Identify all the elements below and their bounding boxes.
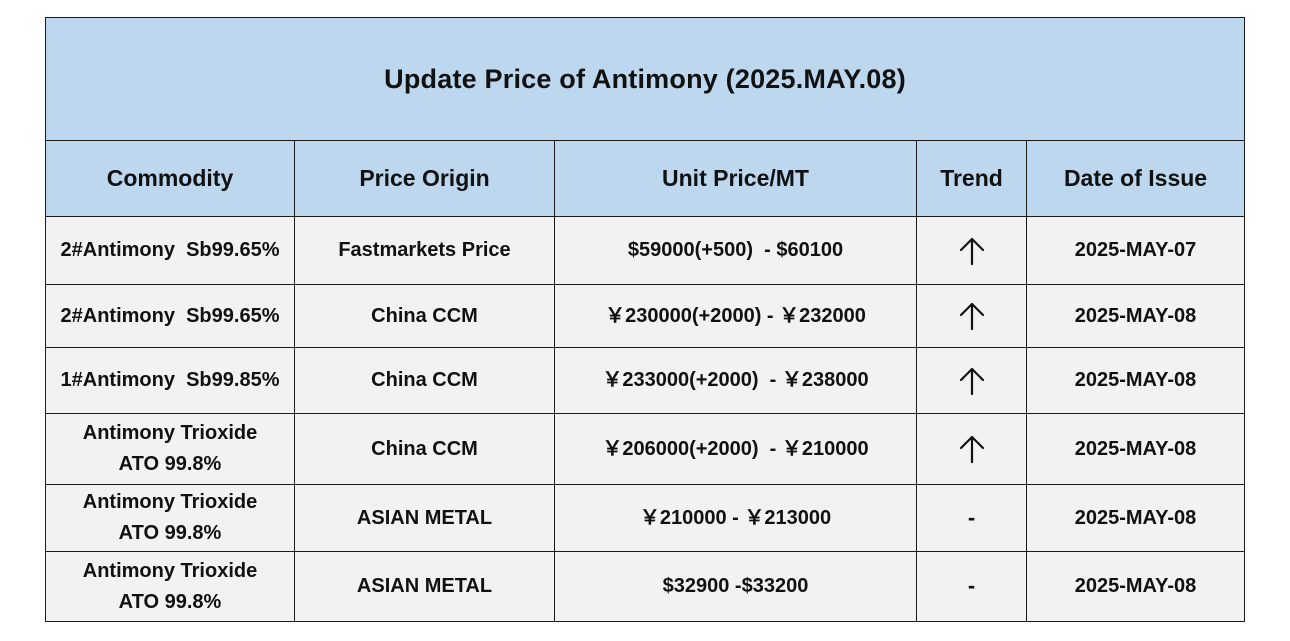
dash-icon: - (967, 573, 976, 598)
table-row: 2#Antimony Sb99.65% China CCM ￥230000(+200… (45, 284, 1246, 348)
arrow-up-icon (921, 236, 1022, 266)
title-row: Update Price of Antimony (2025.MAY.08) (44, 17, 1246, 141)
trend-cell (916, 284, 1027, 348)
column-header-trend: Trend (916, 140, 1027, 217)
price-origin-cell: China CCM (294, 347, 555, 414)
column-header-unit-price: Unit Price/MT (554, 140, 917, 217)
commodity-line: 2#Antimony Sb99.65% (60, 239, 280, 261)
unit-price-cell: ￥230000(+2000) - ￥232000 (554, 284, 917, 348)
table-row: 2#Antimony Sb99.65% Fastmarkets Price $590… (45, 216, 1246, 285)
price-table: Update Price of Antimony (2025.MAY.08) C… (44, 17, 1246, 622)
table-row: Antimony Trioxide ATO 99.8% China CCM ￥2060… (45, 413, 1246, 485)
price-origin-cell: ASIAN METAL (294, 551, 555, 622)
table-row: Antimony Trioxide ATO 99.8% ASIAN METAL ￥21… (45, 484, 1246, 552)
arrow-up-icon (921, 301, 1022, 331)
price-origin-cell: China CCM (294, 284, 555, 348)
trend-cell: - (916, 551, 1027, 622)
table-row: 1#Antimony Sb99.85% China CCM ￥233000(+200… (45, 347, 1246, 414)
unit-price-cell: $32900 -$33200 (554, 551, 917, 622)
price-origin-cell: China CCM (294, 413, 555, 485)
trend-cell (916, 216, 1027, 285)
commodity-line: Antimony Trioxide (82, 559, 258, 582)
column-header-commodity: Commodity (45, 140, 295, 217)
arrow-up-icon (921, 434, 1022, 464)
price-sheet: Update Price of Antimony (2025.MAY.08) C… (44, 17, 1246, 622)
commodity-cell: Antimony Trioxide ATO 99.8% (45, 551, 295, 622)
commodity-line: ATO 99.8% (118, 590, 222, 613)
header-row: Commodity Price Origin Unit Price/MT Tre… (45, 140, 1246, 217)
unit-price-cell: ￥206000(+2000) - ￥210000 (554, 413, 917, 485)
unit-price-cell: ￥210000 - ￥213000 (554, 484, 917, 552)
date-of-issue-cell: 2025-MAY-08 (1025, 484, 1246, 552)
column-header-price-origin: Price Origin (294, 140, 555, 217)
table-title: Update Price of Antimony (2025.MAY.08) (44, 17, 1246, 141)
trend-cell (916, 347, 1027, 414)
commodity-cell: Antimony Trioxide ATO 99.8% (45, 413, 295, 485)
commodity-cell: 2#Antimony Sb99.65% (45, 284, 295, 348)
commodity-cell: Antimony Trioxide ATO 99.8% (45, 484, 295, 552)
commodity-line: 2#Antimony Sb99.65% (60, 304, 280, 327)
arrow-up-icon (921, 366, 1022, 396)
date-of-issue-cell: 2025-MAY-08 (1025, 551, 1246, 622)
trend-cell: - (916, 484, 1027, 552)
unit-price-cell: $59000(+500) - $60100 (554, 216, 917, 285)
table-row: Antimony Trioxide ATO 99.8% ASIAN METAL $32… (45, 551, 1246, 622)
commodity-cell: 2#Antimony Sb99.65% (45, 216, 295, 285)
commodity-line: Antimony Trioxide (82, 422, 258, 444)
date-of-issue-cell: 2025-MAY-08 (1025, 413, 1246, 485)
column-header-date: Date of Issue (1025, 140, 1246, 217)
date-of-issue-cell: 2025-MAY-08 (1025, 284, 1246, 348)
commodity-line: Antimony Trioxide (82, 491, 258, 513)
unit-price-cell: ￥233000(+2000) - ￥238000 (554, 347, 917, 414)
commodity-cell: 1#Antimony Sb99.85% (45, 347, 295, 414)
date-of-issue-cell: 2025-MAY-07 (1025, 216, 1246, 285)
commodity-line: ATO 99.8% (118, 522, 222, 544)
commodity-line: 1#Antimony Sb99.85% (60, 369, 280, 391)
price-origin-cell: ASIAN METAL (294, 484, 555, 552)
trend-cell (916, 413, 1027, 485)
price-origin-cell: Fastmarkets Price (294, 216, 555, 285)
date-of-issue-cell: 2025-MAY-08 (1025, 347, 1246, 414)
commodity-line: ATO 99.8% (118, 453, 222, 475)
dash-icon: - (967, 504, 976, 530)
